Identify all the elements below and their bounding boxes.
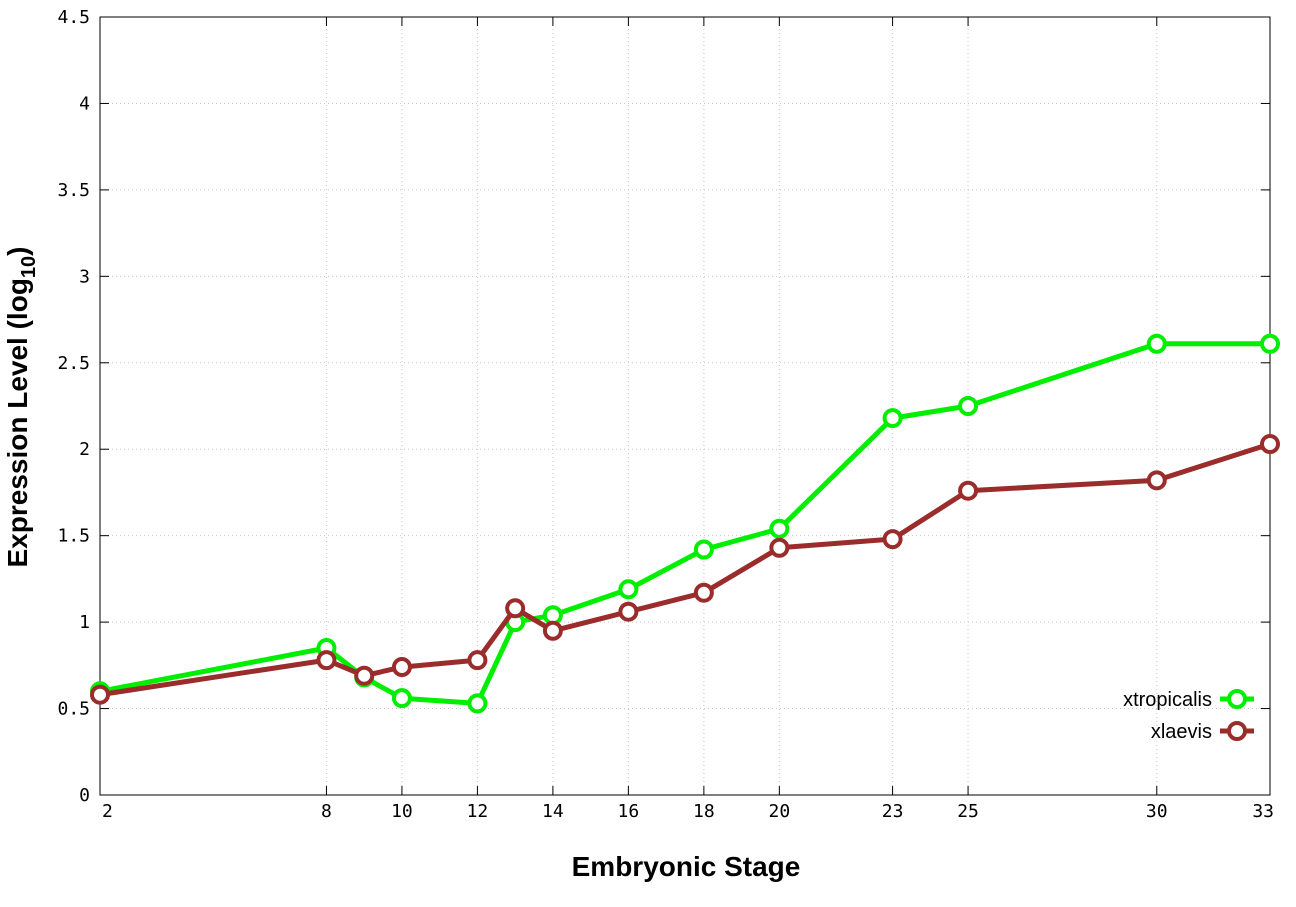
y-tick-label: 4 — [79, 93, 90, 114]
data-point-xlaevis — [90, 684, 110, 705]
data-point-xtropicalis — [467, 693, 488, 714]
data-point-xlaevis — [391, 657, 412, 678]
legend-label-xtropicalis: xtropicalis — [1123, 689, 1212, 711]
x-tick-label: 16 — [618, 801, 640, 822]
x-tick-label: 23 — [882, 801, 904, 822]
data-point-xtropicalis — [1146, 333, 1167, 354]
legend-marker-xlaevis — [1227, 721, 1247, 741]
x-tick-label: 10 — [391, 801, 413, 822]
y-axis-title-subscript: 10 — [18, 256, 40, 278]
y-tick-label: 1 — [79, 612, 90, 633]
legend-marker-xtropicalis — [1227, 689, 1247, 709]
y-tick-label: 1.5 — [57, 526, 90, 547]
data-point-xlaevis — [882, 529, 903, 550]
y-axis-title-main: Expression Level (log — [2, 278, 33, 567]
x-tick-label: 14 — [542, 801, 564, 822]
x-tick-label: 25 — [957, 801, 979, 822]
plot-frame — [99, 16, 1271, 796]
y-tick-label: 4.5 — [57, 7, 90, 28]
data-point-xlaevis — [316, 650, 337, 671]
x-tick-label: 8 — [321, 801, 332, 822]
y-tick-label: 3 — [79, 266, 90, 287]
x-tick-label: 20 — [769, 801, 791, 822]
data-point-xtropicalis — [618, 579, 639, 600]
data-point-xtropicalis — [1260, 333, 1280, 354]
data-point-xlaevis — [354, 665, 375, 686]
legend-label-xlaevis: xlaevis — [1151, 721, 1212, 743]
axis-ticks: 0 0.5 1 1.5 2 2.5 3 3.5 4 4.5 2 8 10 12 14 16 18 20 23 25 30… — [57, 7, 1274, 822]
legend: xtropicalis xlaevis — [1123, 689, 1254, 743]
x-tick-label: 33 — [1252, 801, 1274, 822]
data-point-xtropicalis — [693, 539, 714, 560]
data-point-xlaevis — [542, 620, 563, 641]
x-axis-title: Embryonic Stage — [572, 851, 801, 882]
data-point-xlaevis — [618, 601, 639, 622]
data-point-xlaevis — [467, 650, 488, 671]
x-tick-label: 30 — [1146, 801, 1168, 822]
y-tick-label: 0.5 — [57, 699, 90, 720]
data-point-xtropicalis — [769, 518, 790, 539]
y-tick-label: 3.5 — [57, 180, 90, 201]
y-axis-title-close: ) — [2, 247, 33, 256]
data-point-xlaevis — [958, 480, 979, 501]
data-point-xtropicalis — [882, 408, 903, 429]
x-tick-label: 18 — [693, 801, 715, 822]
data-point-xlaevis — [693, 582, 714, 603]
y-tick-label: 2.5 — [57, 353, 90, 374]
data-point-xlaevis — [1260, 434, 1280, 455]
data-point-xtropicalis — [391, 688, 412, 709]
data-point-xlaevis — [769, 537, 790, 558]
data-point-xlaevis — [1146, 470, 1167, 491]
y-axis-title: Expression Level (log10) — [2, 247, 40, 568]
data-point-xlaevis — [505, 598, 526, 619]
y-tick-label: 0 — [79, 785, 90, 806]
x-tick-label: 2 — [102, 801, 113, 822]
y-tick-label: 2 — [79, 439, 90, 460]
x-tick-label: 12 — [467, 801, 489, 822]
series-group — [90, 333, 1280, 714]
data-point-xtropicalis — [958, 396, 979, 416]
